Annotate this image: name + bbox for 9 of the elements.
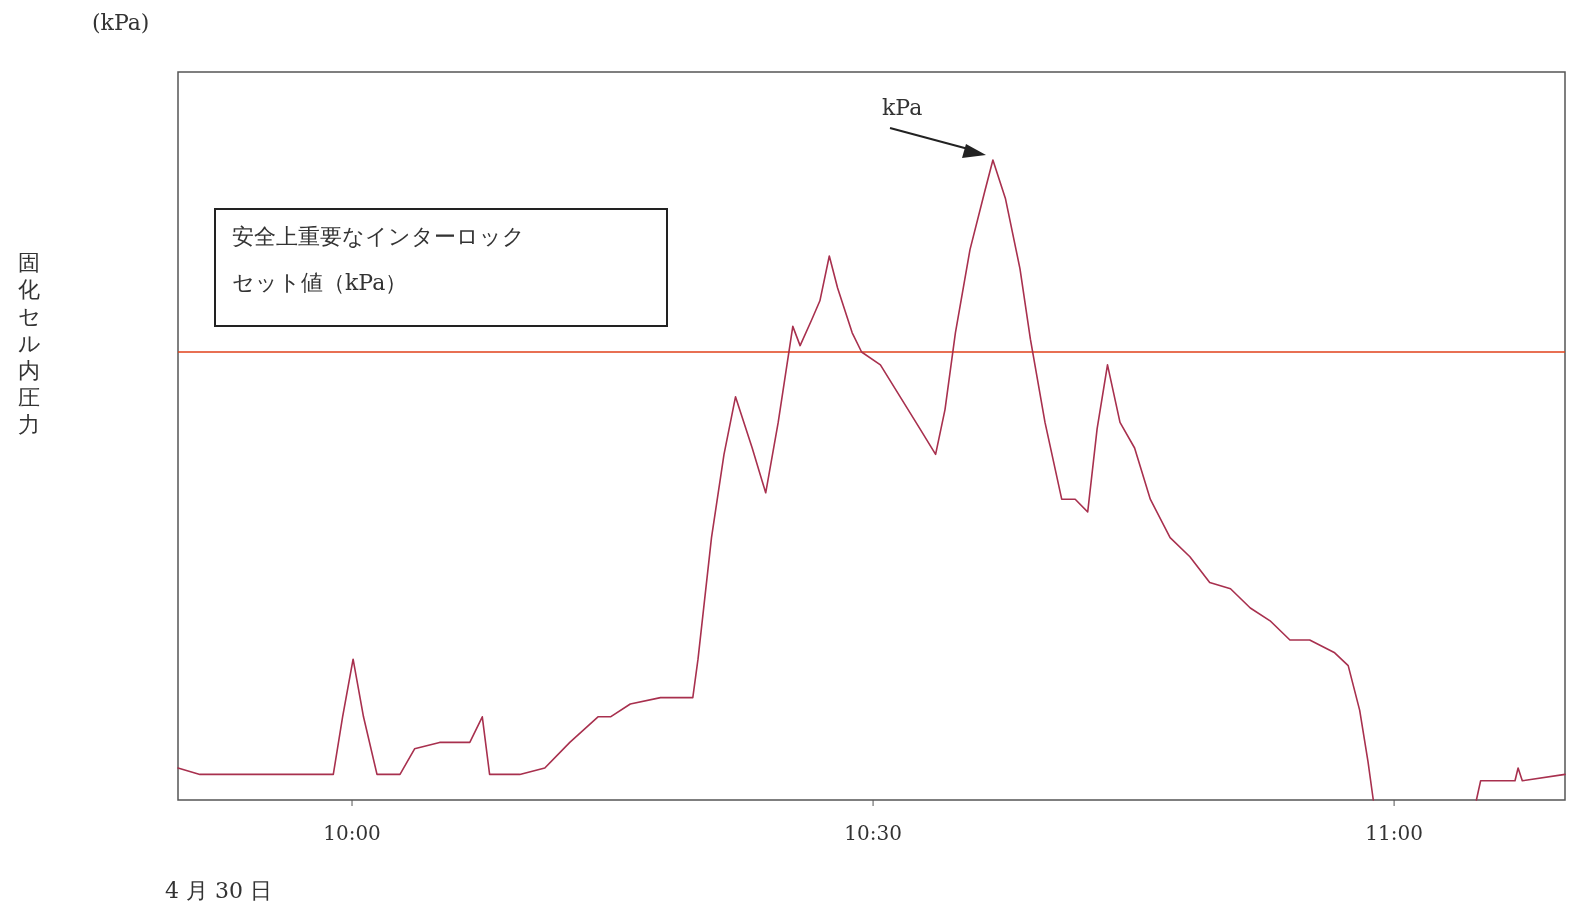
text: 4 月 30 日 (165, 878, 272, 903)
text: 固化セル内圧力 (17, 250, 41, 437)
ref-line-label: 安全上重要なインターロックセット値（kPa） (232, 224, 525, 295)
x-tick-label: 10:00 (323, 821, 381, 845)
text: kPa (882, 95, 923, 120)
x-tick-label: 11:00 (1365, 821, 1423, 845)
text: (kPa) (92, 10, 150, 35)
x-tick-label: 10:30 (844, 821, 902, 845)
ref-label: 安全上重要なインターロックセット値（kPa） (214, 208, 668, 327)
